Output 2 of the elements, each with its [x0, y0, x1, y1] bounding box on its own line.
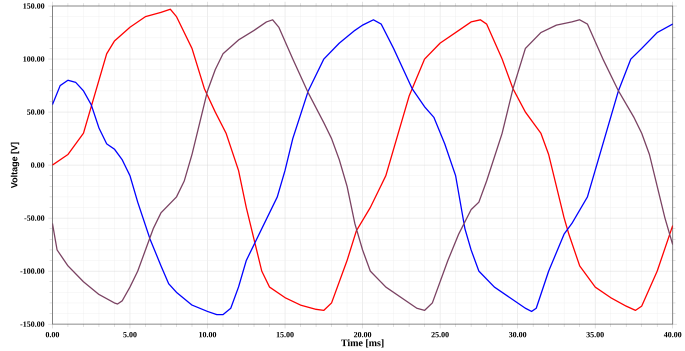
- y-axis-title: Voltage [V]: [10, 142, 20, 188]
- x-axis-title: Time [ms]: [341, 339, 384, 348]
